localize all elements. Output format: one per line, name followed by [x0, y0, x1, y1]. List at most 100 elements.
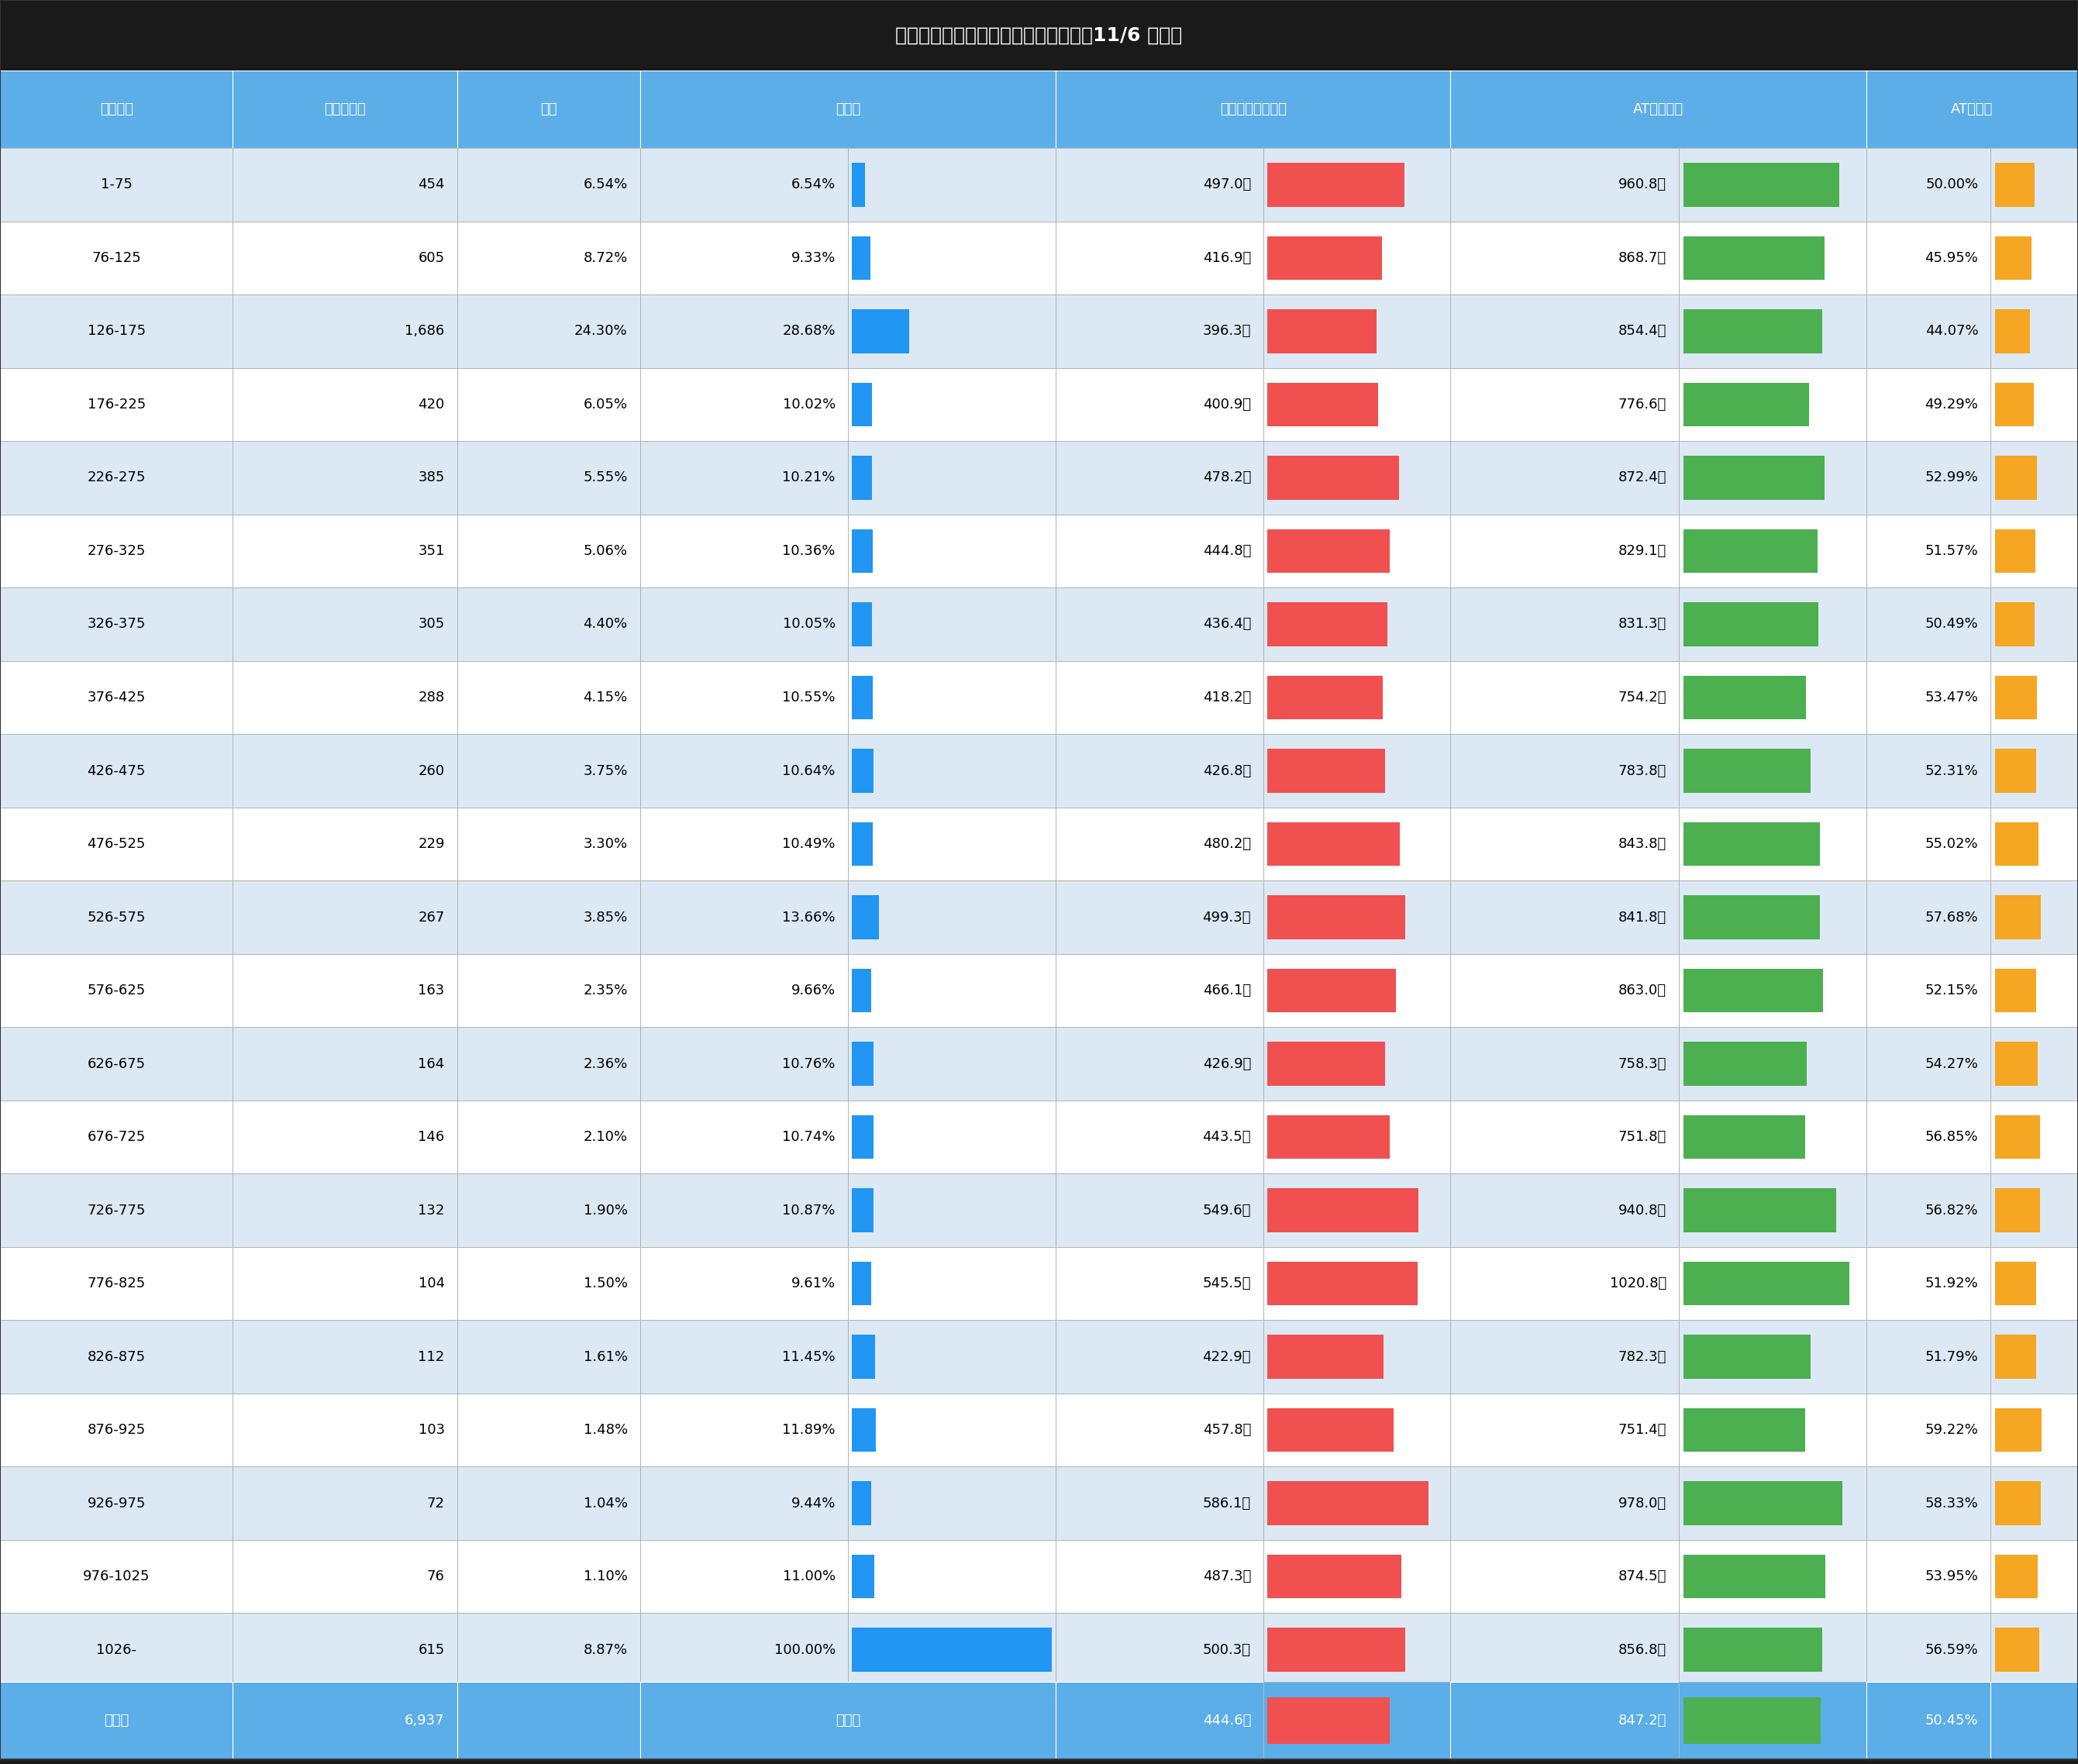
- Bar: [1056, 71, 1450, 148]
- Bar: [1268, 309, 1376, 353]
- Bar: [457, 587, 640, 662]
- Bar: [1995, 455, 2036, 499]
- Bar: [852, 1115, 873, 1159]
- Bar: [1056, 222, 1263, 295]
- Bar: [1679, 1101, 1866, 1173]
- Text: 1,686: 1,686: [405, 325, 445, 339]
- Bar: [852, 236, 871, 280]
- Bar: [1995, 1482, 2041, 1526]
- Bar: [457, 1319, 640, 1394]
- Bar: [1056, 441, 1263, 515]
- Bar: [1263, 515, 1450, 587]
- Bar: [0, 662, 233, 734]
- Text: 8.87%: 8.87%: [584, 1642, 628, 1656]
- Text: 52.31%: 52.31%: [1924, 764, 1978, 778]
- Bar: [233, 222, 457, 295]
- Bar: [640, 1173, 848, 1247]
- Bar: [457, 369, 640, 441]
- Bar: [457, 222, 640, 295]
- Text: 267: 267: [418, 910, 445, 924]
- Bar: [1866, 1466, 1991, 1540]
- Bar: [1056, 1540, 1263, 1612]
- Bar: [0, 954, 233, 1027]
- Text: 8.72%: 8.72%: [584, 250, 628, 265]
- Bar: [640, 587, 848, 662]
- Text: 50.45%: 50.45%: [1924, 1715, 1978, 1727]
- Bar: [233, 1173, 457, 1247]
- Bar: [0, 587, 233, 662]
- Text: 396.3枚: 396.3枚: [1203, 325, 1251, 339]
- Bar: [0, 1540, 233, 1612]
- Bar: [1268, 529, 1390, 573]
- Bar: [1679, 662, 1866, 734]
- Bar: [1263, 662, 1450, 734]
- Bar: [1991, 1394, 2078, 1466]
- Bar: [1263, 587, 1450, 662]
- Text: 854.4枚: 854.4枚: [1619, 325, 1667, 339]
- Bar: [640, 71, 1056, 148]
- Text: 476-525: 476-525: [87, 838, 145, 850]
- Bar: [1263, 954, 1450, 1027]
- Text: 6.54%: 6.54%: [792, 178, 835, 192]
- Bar: [1450, 1319, 1679, 1394]
- Text: 526-575: 526-575: [87, 910, 145, 924]
- Text: 11.89%: 11.89%: [781, 1424, 835, 1438]
- Bar: [1679, 222, 1866, 295]
- Bar: [233, 1612, 457, 1686]
- Bar: [640, 369, 848, 441]
- Bar: [1056, 1612, 1263, 1686]
- Text: 454: 454: [418, 178, 445, 192]
- Bar: [1995, 162, 2034, 206]
- Bar: [1679, 1683, 1866, 1760]
- Bar: [1683, 1408, 1806, 1452]
- Bar: [0, 222, 233, 295]
- Text: 2.10%: 2.10%: [584, 1131, 628, 1145]
- Bar: [1866, 148, 1991, 222]
- Bar: [1683, 602, 1818, 646]
- Bar: [1683, 1554, 1824, 1598]
- Text: 960.8枚: 960.8枚: [1619, 178, 1667, 192]
- Text: 49.29%: 49.29%: [1924, 397, 1978, 411]
- Bar: [0, 0, 2078, 71]
- Bar: [1450, 662, 1679, 734]
- Text: 226-275: 226-275: [87, 471, 145, 485]
- Text: 76: 76: [426, 1570, 445, 1584]
- Text: 9.33%: 9.33%: [792, 250, 835, 265]
- Bar: [1679, 441, 1866, 515]
- Text: 6,937: 6,937: [405, 1715, 445, 1727]
- Bar: [848, 954, 1056, 1027]
- Bar: [1679, 1173, 1866, 1247]
- Bar: [1056, 1466, 1263, 1540]
- Bar: [1450, 1683, 1679, 1760]
- Text: 444.8枚: 444.8枚: [1203, 543, 1251, 557]
- Bar: [1268, 676, 1382, 720]
- Bar: [640, 222, 848, 295]
- Bar: [640, 954, 848, 1027]
- Bar: [233, 148, 457, 222]
- Bar: [1679, 1540, 1866, 1612]
- Text: 57.68%: 57.68%: [1924, 910, 1978, 924]
- Bar: [1683, 1335, 1810, 1379]
- Bar: [1263, 880, 1450, 954]
- Bar: [1056, 808, 1263, 880]
- Bar: [1866, 734, 1991, 808]
- Bar: [1056, 515, 1263, 587]
- Text: 10.21%: 10.21%: [781, 471, 835, 485]
- Text: 444.6枚: 444.6枚: [1203, 1715, 1251, 1727]
- Bar: [1995, 1335, 2036, 1379]
- Text: 976-1025: 976-1025: [83, 1570, 150, 1584]
- Bar: [848, 1540, 1056, 1612]
- Bar: [1268, 748, 1384, 792]
- Text: 416.9枚: 416.9枚: [1203, 250, 1251, 265]
- Text: 876-925: 876-925: [87, 1424, 145, 1438]
- Bar: [1995, 1628, 2041, 1672]
- Text: 112: 112: [418, 1349, 445, 1364]
- Bar: [1450, 441, 1679, 515]
- Bar: [1683, 455, 1824, 499]
- Bar: [0, 1394, 233, 1466]
- Bar: [1450, 1101, 1679, 1173]
- Text: 926-975: 926-975: [87, 1496, 145, 1510]
- Bar: [1683, 1043, 1806, 1087]
- Bar: [1450, 1466, 1679, 1540]
- Text: 443.5枚: 443.5枚: [1203, 1131, 1251, 1145]
